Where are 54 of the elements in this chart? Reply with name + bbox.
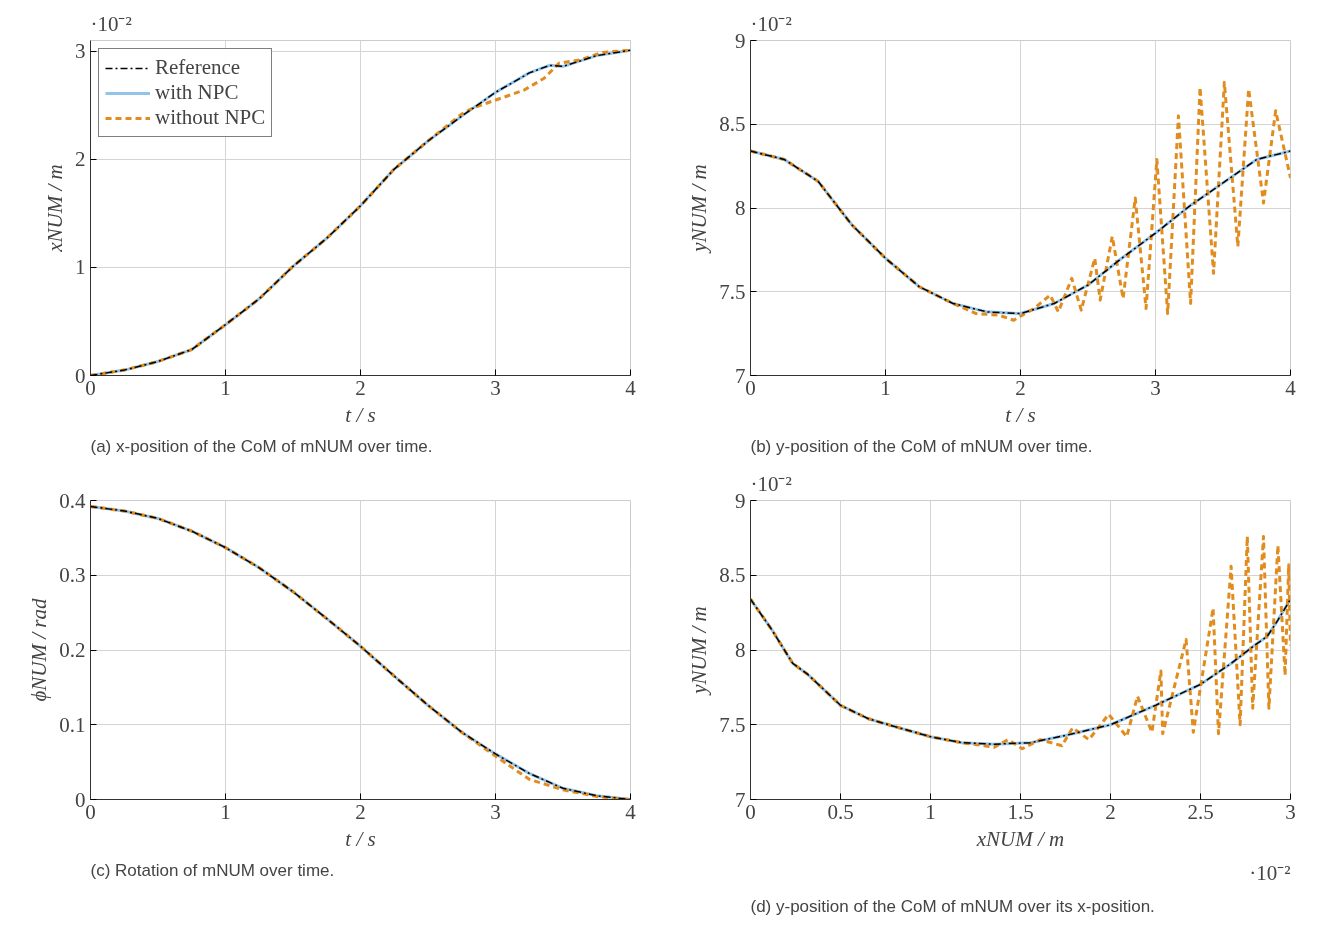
x-axis-title: t / s <box>345 402 376 427</box>
y-tick-label: 8 <box>735 196 746 220</box>
x-tick-label: 4 <box>625 799 637 824</box>
x-tick-label: 1 <box>220 799 231 824</box>
legend-label: with NPC <box>155 80 239 105</box>
legend-label: Reference <box>155 55 241 80</box>
x-tick-label: 2 <box>1105 799 1116 824</box>
y-tick-label: 2 <box>75 147 86 172</box>
y-tick-label: 0.1 <box>59 712 86 737</box>
y-tick-label: 1 <box>75 255 86 280</box>
y-tick-label: 8.5 <box>719 563 746 588</box>
x-tick-label: 2 <box>1015 375 1026 400</box>
x-tick-label: 1.5 <box>1007 799 1034 824</box>
x-tick-label: 4 <box>1285 375 1297 400</box>
x-axis-title: t / s <box>345 826 376 851</box>
text: ·10⁻² <box>1249 860 1291 885</box>
y-axis-title: ϕNUM / rad <box>27 597 52 702</box>
x-tick-label: 3 <box>490 799 501 824</box>
x-tick-label: 3 <box>1285 799 1296 824</box>
text: ·10⁻² <box>750 11 792 36</box>
x-tick-label: 4 <box>625 375 637 400</box>
y-tick-label: 9 <box>735 488 746 513</box>
y-tick-label: 7.5 <box>719 712 746 737</box>
y-tick-label: 8 <box>735 638 746 662</box>
y-tick-label: 0.2 <box>59 638 86 662</box>
x-tick-label: 1 <box>220 375 231 400</box>
text: (c) Rotation of mNUM over time. <box>90 860 335 880</box>
text: (d) y-position of the CoM of mNUM over its x-position. <box>750 896 1155 916</box>
x-tick-label: 2 <box>355 799 366 824</box>
y-tick-label: 0.4 <box>59 488 86 513</box>
y-axis-title: yNUM / m <box>687 606 712 696</box>
y-tick-label: 7.5 <box>719 279 746 304</box>
y-axis-title: xNUM / m <box>43 164 67 253</box>
x-axis-title: t / s <box>1005 402 1036 427</box>
x-tick-label: 1 <box>880 375 891 400</box>
text: (a) x-position of the CoM of mNUM over time. <box>90 436 433 456</box>
y-tick-label: 8.5 <box>719 112 746 137</box>
text: (b) y-position of the CoM of mNUM over time. <box>750 436 1093 456</box>
y-tick-label: 0.3 <box>59 563 86 588</box>
text: ·10⁻² <box>750 471 792 496</box>
x-tick-label: 1 <box>925 799 936 824</box>
text: ·10⁻² <box>90 11 132 36</box>
x-tick-label: 0.5 <box>827 799 854 824</box>
x-tick-label: 3 <box>490 375 501 400</box>
y-tick-label: 3 <box>75 39 86 64</box>
x-axis-title: xNUM / m <box>975 826 1065 851</box>
x-tick-label: 2.5 <box>1187 799 1214 824</box>
y-axis-title: yNUM / m <box>687 164 712 254</box>
x-tick-label: 2 <box>355 375 366 400</box>
legend-label: without NPC <box>155 105 266 130</box>
y-tick-label: 9 <box>735 28 746 53</box>
y-tick-label: 7 <box>735 787 746 812</box>
x-tick-label: 3 <box>1150 375 1161 400</box>
y-tick-label: 7 <box>735 363 746 388</box>
